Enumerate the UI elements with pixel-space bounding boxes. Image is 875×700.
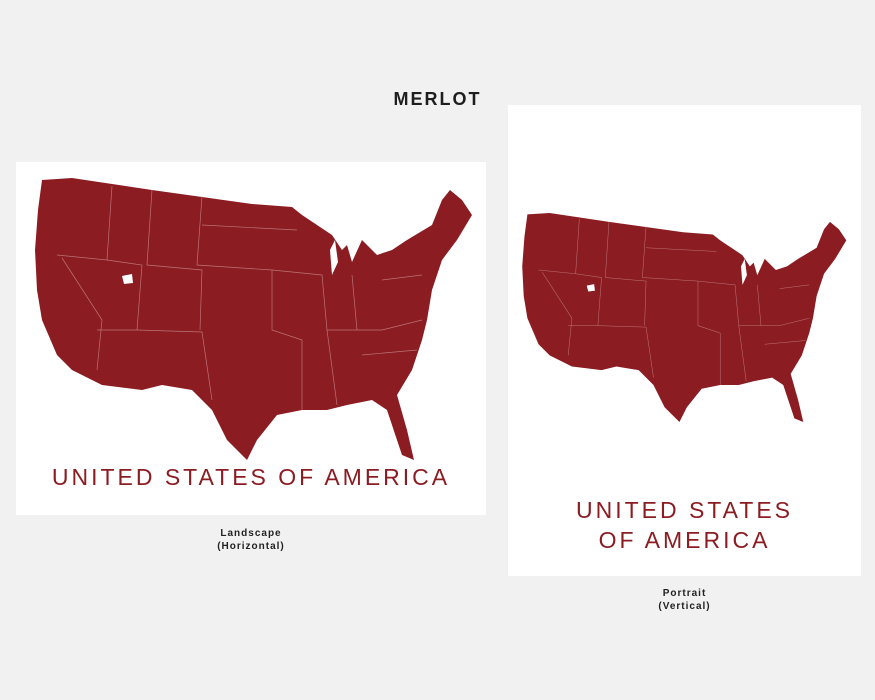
usa-map-landscape — [32, 173, 477, 465]
colorway-heading: MERLOT — [393, 89, 482, 109]
usa-map-portrait — [520, 209, 850, 426]
landscape-print-title: UNITED STATES OF AMERICA — [51, 464, 451, 490]
landscape-caption-line1: Landscape — [220, 528, 282, 539]
portrait-print[interactable]: UNITED STATES OF AMERICA — [508, 105, 861, 576]
landscape-caption: Landscape (Horizontal) — [16, 527, 486, 553]
portrait-title-line1: UNITED STATES — [575, 497, 794, 523]
portrait-print-title: UNITED STATES OF AMERICA — [508, 495, 861, 555]
landscape-caption-line2: (Horizontal) — [217, 541, 285, 552]
portrait-caption-line2: (Vertical) — [658, 601, 711, 612]
portrait-caption: Portrait (Vertical) — [508, 587, 861, 613]
portrait-caption-line1: Portrait — [662, 588, 707, 599]
portrait-title-line2: OF AMERICA — [598, 527, 771, 553]
landscape-print[interactable]: UNITED STATES OF AMERICA — [16, 162, 486, 515]
